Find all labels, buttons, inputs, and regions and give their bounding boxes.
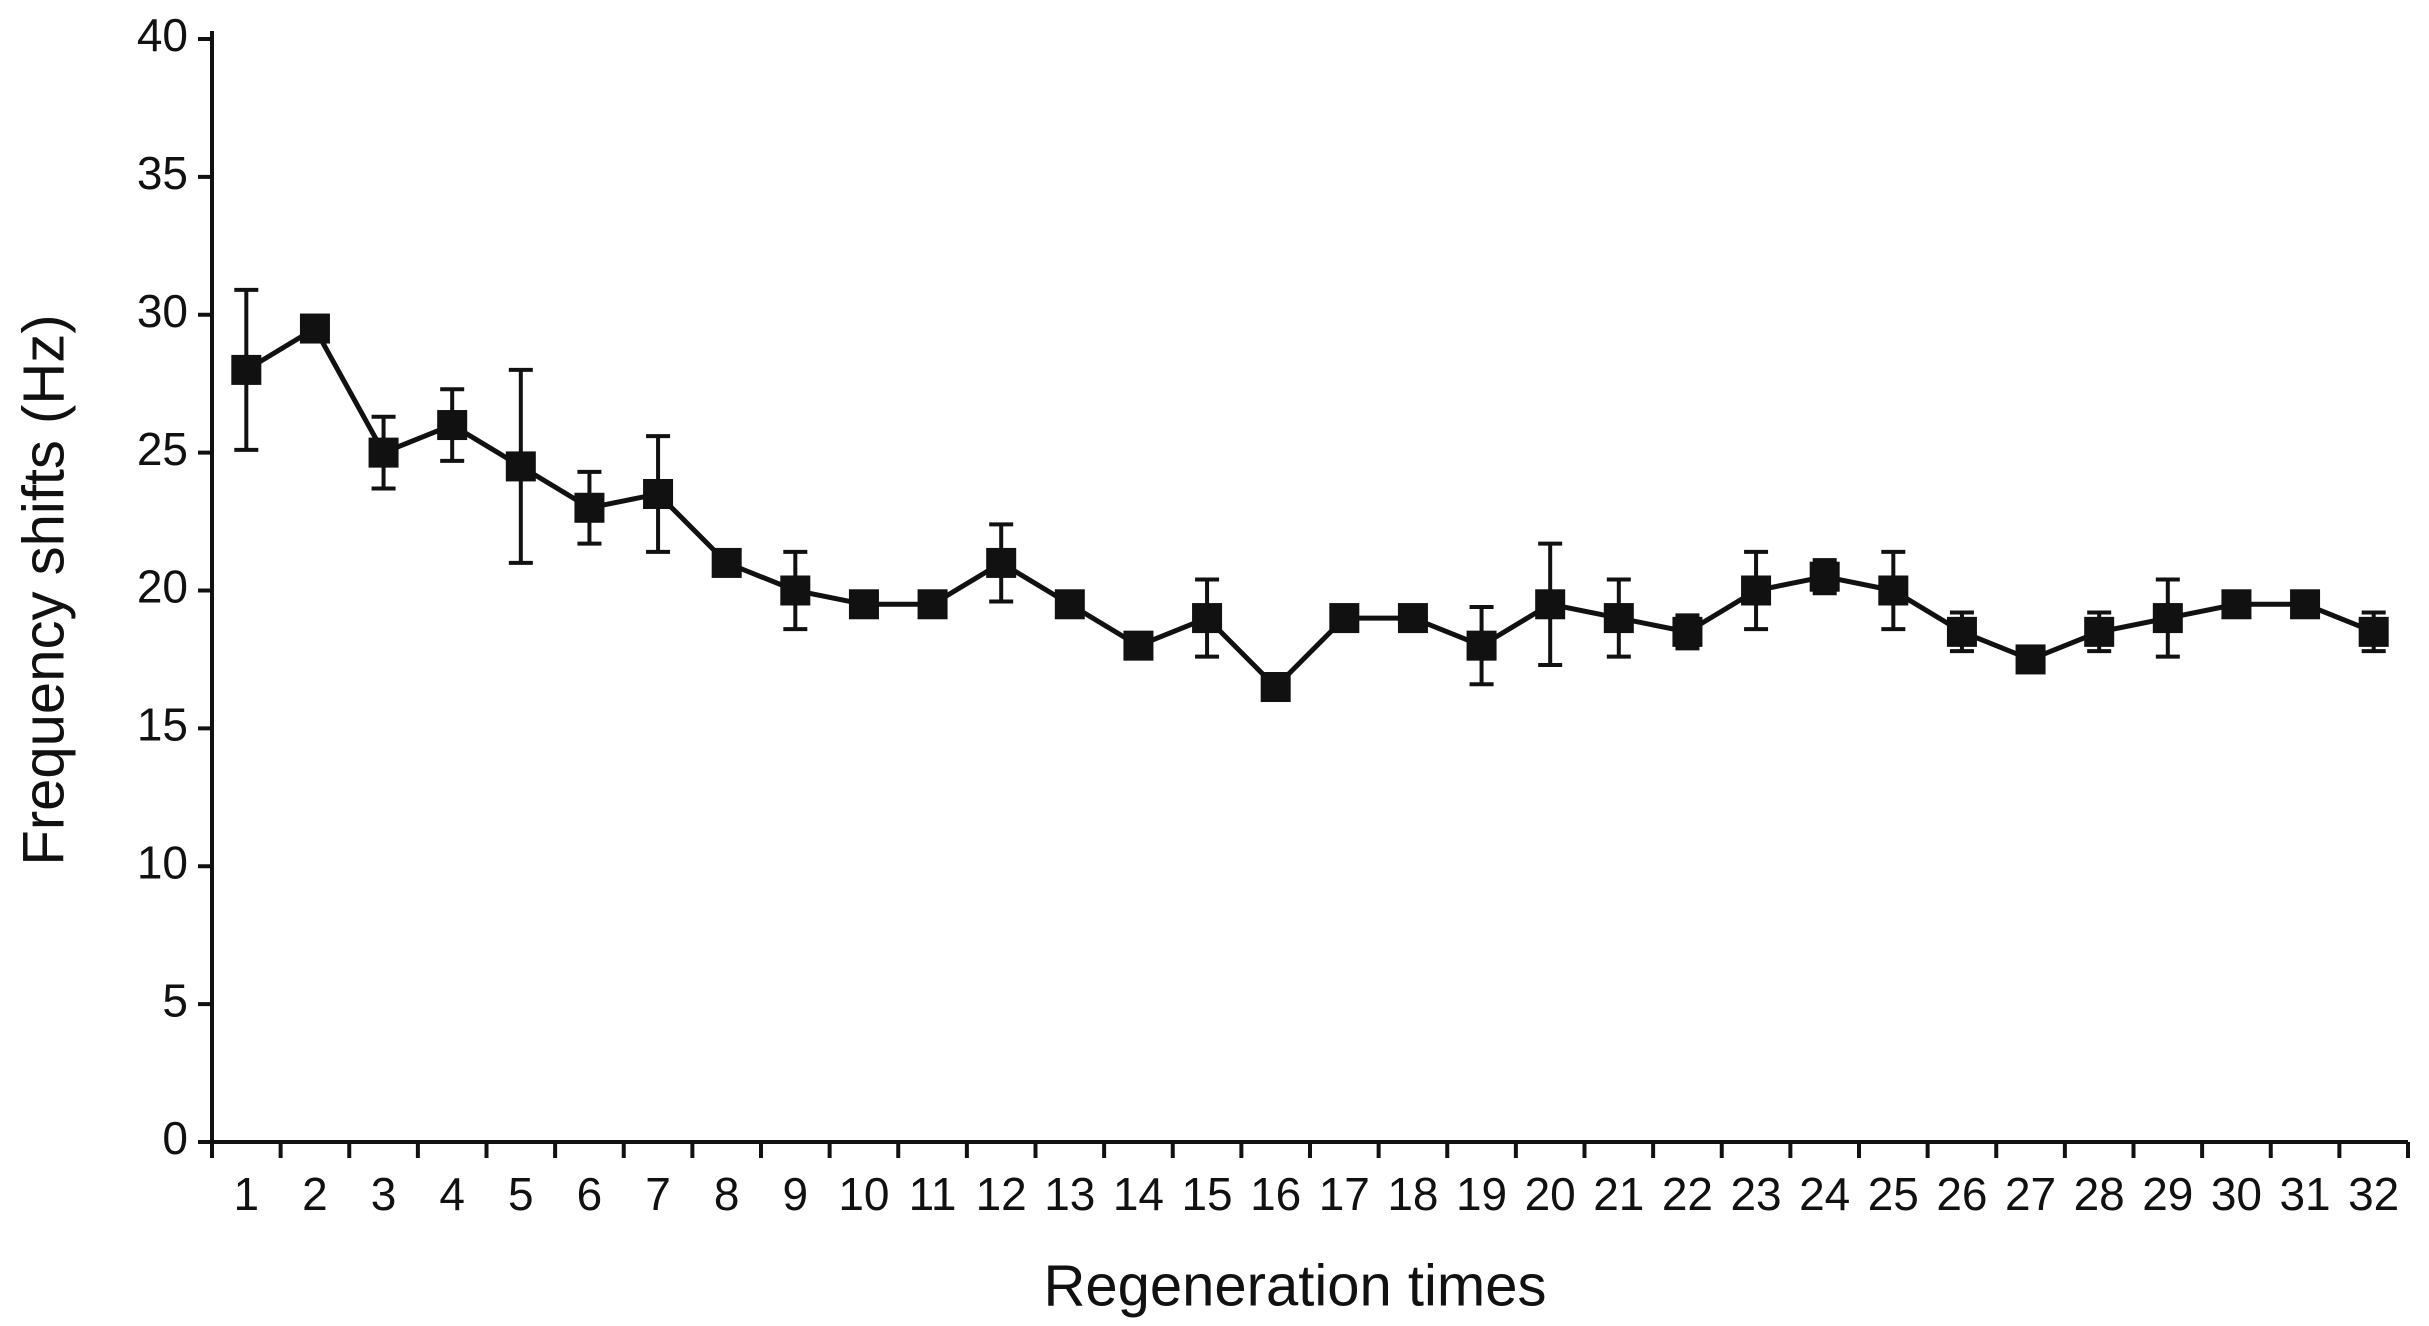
data-marker (2152, 603, 2183, 634)
x-tick-label: 23 (1730, 1168, 1781, 1220)
x-tick-label: 7 (645, 1168, 671, 1220)
y-axis-title: Frequency shifts (Hz) (11, 314, 76, 865)
x-tick-label: 11 (909, 1168, 957, 1220)
x-tick-label: 26 (1936, 1168, 1987, 1220)
data-marker (917, 589, 948, 620)
x-tick-label: 18 (1387, 1168, 1438, 1220)
x-tick-label: 29 (2142, 1168, 2193, 1220)
x-tick-label: 24 (1799, 1168, 1850, 1220)
x-tick-label: 3 (371, 1168, 397, 1220)
data-marker (780, 575, 811, 606)
data-marker (299, 313, 330, 344)
x-tick-label: 5 (508, 1168, 534, 1220)
data-marker (1260, 672, 1291, 703)
x-tick-label: 30 (2211, 1168, 2262, 1220)
data-marker (2015, 644, 2046, 675)
data-marker (1809, 561, 1840, 592)
x-tick-label: 12 (976, 1168, 1027, 1220)
x-tick-label: 10 (838, 1168, 889, 1220)
x-tick-label: 4 (439, 1168, 465, 1220)
x-tick-label: 8 (714, 1168, 740, 1220)
data-marker (505, 451, 536, 482)
x-tick-label: 32 (2348, 1168, 2399, 1220)
data-marker (1329, 603, 1360, 634)
x-axis-title: Regeneration times (1044, 1253, 1547, 1318)
data-marker (1123, 630, 1154, 661)
y-tick-label: 10 (137, 836, 188, 888)
x-tick-label: 9 (783, 1168, 809, 1220)
x-tick-label: 25 (1868, 1168, 1919, 1220)
data-marker (437, 410, 468, 441)
x-tick-label: 22 (1662, 1168, 1713, 1220)
y-tick-label: 30 (137, 285, 188, 337)
x-tick-label: 2 (302, 1168, 328, 1220)
data-marker (1946, 616, 1977, 647)
x-tick-label: 15 (1181, 1168, 1232, 1220)
y-tick-label: 15 (137, 699, 188, 751)
y-tick-label: 40 (137, 9, 188, 61)
data-marker (986, 547, 1017, 578)
x-tick-label: 14 (1113, 1168, 1164, 1220)
data-marker (1535, 589, 1566, 620)
y-tick-label: 25 (137, 423, 188, 475)
x-tick-label: 27 (2005, 1168, 2056, 1220)
data-marker (848, 589, 879, 620)
data-marker (231, 354, 262, 385)
data-line (245, 325, 2375, 691)
data-marker (1672, 616, 1703, 647)
y-tick-label: 0 (162, 1112, 188, 1164)
x-tick-label: 28 (2074, 1168, 2125, 1220)
x-tick-label: 6 (577, 1168, 603, 1220)
x-tick-label: 16 (1250, 1168, 1301, 1220)
data-marker (2290, 589, 2321, 620)
data-marker (1878, 575, 1909, 606)
data-marker (711, 547, 742, 578)
data-marker (1466, 630, 1497, 661)
y-tick-label: 20 (137, 561, 188, 613)
x-tick-label: 20 (1525, 1168, 1576, 1220)
data-marker (2084, 616, 2115, 647)
data-marker (1741, 575, 1772, 606)
data-marker (2221, 589, 2252, 620)
x-tick-label: 31 (2279, 1168, 2330, 1220)
x-tick-label: 1 (234, 1168, 260, 1220)
data-marker (643, 478, 674, 509)
x-tick-label: 13 (1044, 1168, 1095, 1220)
x-tick-label: 19 (1456, 1168, 1507, 1220)
data-marker (368, 437, 399, 468)
y-tick-label: 5 (162, 974, 188, 1026)
x-tick-label: 17 (1319, 1168, 1370, 1220)
x-tick-label: 21 (1593, 1168, 1644, 1220)
data-marker (1603, 603, 1634, 634)
data-marker (1054, 589, 1085, 620)
data-marker (1397, 603, 1428, 634)
data-marker (2358, 616, 2389, 647)
data-marker (574, 492, 605, 523)
y-tick-label: 35 (137, 147, 188, 199)
data-marker (1192, 603, 1223, 634)
